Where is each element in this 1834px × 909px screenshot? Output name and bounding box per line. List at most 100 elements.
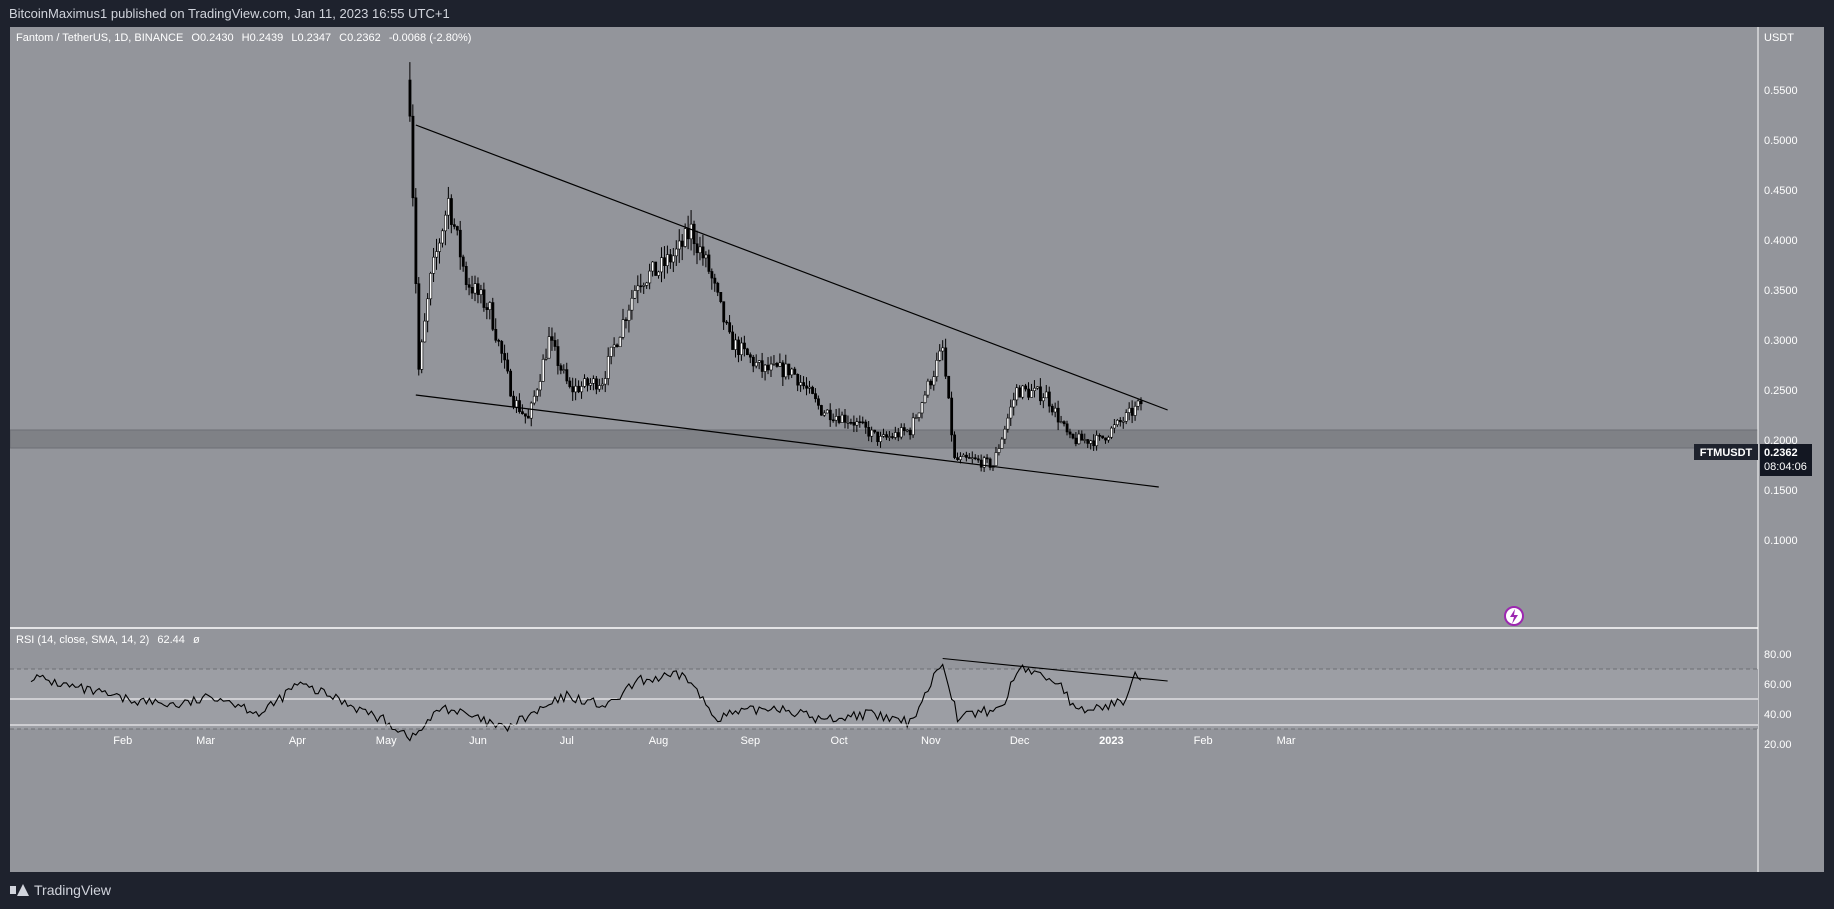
candle [1077, 430, 1081, 445]
candle [1133, 401, 1137, 421]
price-scale[interactable]: 0.5500 0.5000 0.4500 0.4000 0.3500 0.3000 0.25… [1764, 85, 1798, 547]
candle [891, 432, 894, 440]
rsi-scale[interactable]: 80.00 60.00 40.00 20.00 [1764, 649, 1792, 751]
candle [772, 355, 776, 366]
tradingview-logo[interactable]: TradingView [10, 882, 111, 898]
time-tick-label: Nov [921, 735, 941, 747]
candle [651, 260, 655, 277]
legend-high: 0.2439 [250, 32, 284, 44]
candle [754, 354, 758, 369]
resistance-trendline[interactable] [415, 124, 1168, 411]
candle [660, 247, 663, 283]
candle [1003, 425, 1007, 444]
candle [1033, 380, 1036, 398]
price-chart[interactable]: USDT 0.5500 0.5000 0.4500 0.4000 0.3500 0.300… [10, 27, 1824, 872]
support-trendline[interactable] [415, 394, 1159, 488]
time-tick-label: Feb [1194, 735, 1213, 747]
time-tick-label: Mar [1277, 735, 1296, 747]
candle [956, 452, 959, 461]
candle [1071, 433, 1075, 440]
candle [1000, 436, 1004, 450]
candle [488, 301, 492, 320]
candle [843, 409, 847, 429]
candle [822, 410, 826, 417]
candle [751, 354, 755, 373]
chart-panel[interactable] [10, 27, 1824, 872]
candle [704, 251, 708, 268]
candle [1053, 402, 1057, 418]
candle [479, 284, 483, 304]
candle [1024, 383, 1028, 392]
candle [834, 408, 838, 427]
candle [612, 337, 616, 357]
time-tick-label: 2023 [1099, 735, 1123, 747]
candle [905, 428, 909, 433]
candle [1110, 426, 1113, 440]
candle [698, 236, 702, 261]
time-tick-label: Apr [289, 735, 306, 747]
candle [731, 325, 735, 350]
candle [438, 238, 441, 264]
candle [959, 452, 962, 464]
candle [716, 281, 720, 297]
candle [734, 333, 737, 358]
candle [574, 378, 578, 401]
price-tick-label: 0.3500 [1764, 285, 1798, 297]
candle [817, 395, 820, 410]
candle [583, 374, 587, 389]
candle [526, 408, 530, 419]
candle [976, 455, 980, 463]
candle [1083, 433, 1087, 444]
candle [701, 234, 705, 266]
time-tick-label: Jun [469, 735, 487, 747]
candle [521, 404, 524, 415]
candle [728, 315, 732, 334]
candle [565, 362, 569, 385]
candle [861, 416, 865, 425]
ticker-badge-countdown: 08:04:06 [1764, 461, 1807, 473]
candle [899, 423, 903, 440]
ticker-badge[interactable]: FTMUSDT 0.2362 08:04:06 [1694, 444, 1812, 476]
rsi-trendline[interactable] [942, 657, 1168, 682]
candle [858, 415, 862, 428]
time-axis[interactable]: Feb Mar Apr May Jun Jul Aug Sep Oct Nov Dec 2023 Feb… [113, 735, 1296, 747]
candle [408, 62, 412, 122]
candle [766, 357, 770, 375]
candle [1027, 382, 1031, 401]
candle [941, 340, 945, 361]
candle [636, 275, 640, 304]
candle [837, 408, 841, 425]
candle [1116, 418, 1119, 427]
candle [908, 427, 912, 440]
candle [497, 338, 501, 347]
candle [426, 293, 430, 333]
legend-low: 0.2347 [297, 32, 331, 44]
candle [944, 338, 948, 379]
candle [1127, 402, 1131, 421]
candle [970, 451, 974, 464]
alert-icon[interactable] [1504, 606, 1524, 626]
candle [467, 277, 471, 296]
candle [1086, 439, 1090, 449]
rsi-tick-label: 60.00 [1764, 679, 1792, 691]
candle [692, 220, 696, 256]
candle [787, 363, 791, 380]
candle [645, 281, 649, 289]
candle [435, 238, 439, 270]
candle [547, 326, 551, 359]
candle [654, 261, 658, 276]
candle [885, 431, 888, 441]
candle [725, 320, 729, 325]
candle [1044, 384, 1048, 399]
candle [805, 377, 809, 396]
candle [1050, 403, 1054, 416]
candle [950, 391, 954, 442]
time-tick-label: Mar [196, 735, 215, 747]
candle [746, 347, 749, 356]
legend-l-label: L [291, 32, 297, 44]
publisher-text: BitcoinMaximus1 published on TradingView… [9, 6, 450, 21]
candle [577, 380, 581, 394]
candle [639, 273, 643, 293]
candle [820, 404, 823, 416]
svg-text:Fantom / TetherUS, 1D, BINANCE: Fantom / TetherUS, 1D, BINANCE O0.2430 H… [16, 32, 471, 44]
